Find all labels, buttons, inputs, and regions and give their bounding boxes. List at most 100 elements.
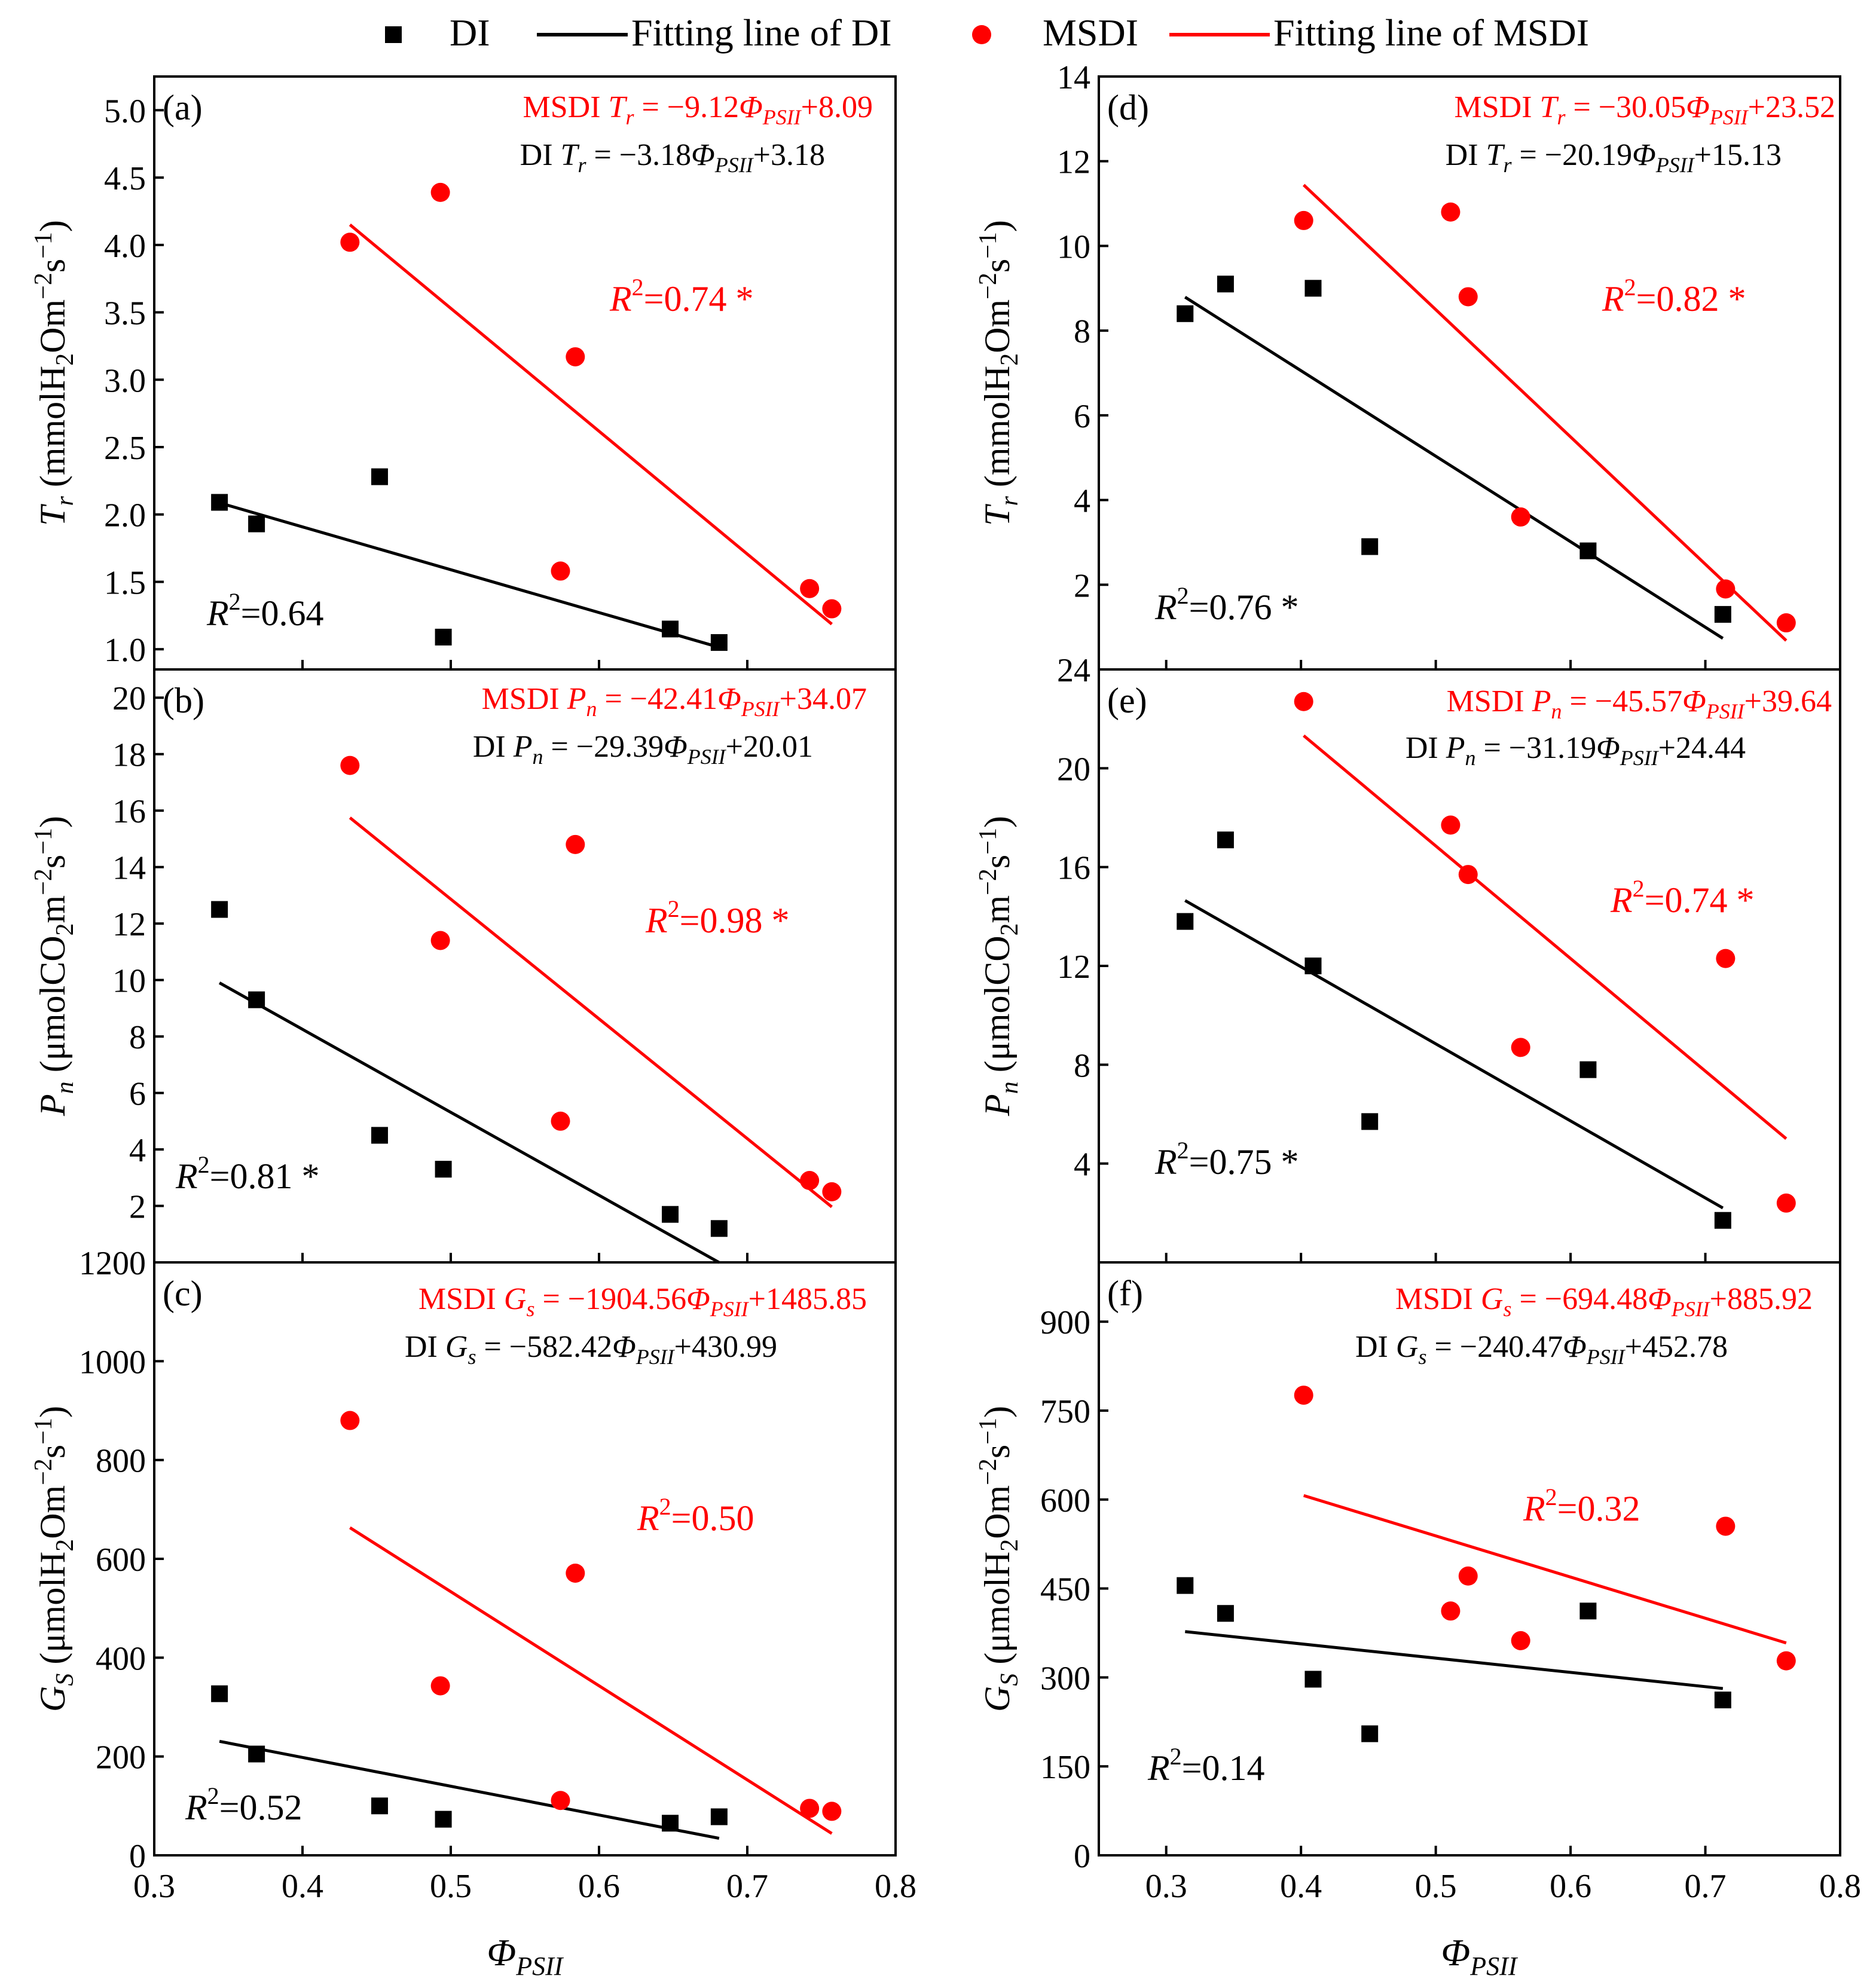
equation-pre: MSDI — [523, 90, 608, 124]
r2-sup: 2 — [659, 1493, 671, 1520]
equation-phi-sub: PSII — [1706, 699, 1746, 723]
y-tick-label: 750 — [1040, 1393, 1090, 1430]
y-tick-label: 4 — [1074, 483, 1090, 520]
equation-phi: Φ — [664, 730, 688, 764]
fit-line-msdi — [1302, 183, 1788, 642]
y-tick-label: 4 — [129, 1132, 146, 1169]
data-point-di — [1177, 1577, 1194, 1594]
equation-phi: Φ — [1632, 138, 1656, 172]
r2-sup: 2 — [1545, 1484, 1557, 1510]
equation-mid: = −29.39 — [543, 730, 664, 764]
data-point-msdi — [1511, 507, 1530, 527]
r2-var: R — [206, 594, 229, 633]
equation-var: P — [567, 682, 586, 716]
equation-var-sub: n — [586, 697, 597, 721]
equation-pre: MSDI — [418, 1282, 504, 1316]
y-axis-label-chem-sub: 2 — [51, 923, 79, 935]
r2-value: =0.76 * — [1189, 588, 1299, 627]
y-axis-label-pre: (μmolCO — [33, 935, 72, 1081]
data-point-msdi — [1441, 202, 1461, 222]
y-tick-label: 16 — [112, 793, 146, 830]
x-tick-label: 0.5 — [1415, 1868, 1457, 1905]
y-axis-label-var: P — [33, 1094, 72, 1117]
y-axis-label-sup2: −1 — [974, 232, 1002, 259]
data-point-msdi — [1716, 949, 1736, 968]
data-point-di — [1714, 1692, 1731, 1709]
x-tick-label: 0.6 — [1550, 1868, 1591, 1905]
equation-var-sub: n — [532, 745, 543, 769]
equation-mid: = −31.19 — [1475, 731, 1596, 765]
data-point-di — [1579, 1602, 1597, 1620]
equation-var-sub: s — [1503, 1297, 1511, 1321]
y-tick-label: 10 — [1057, 228, 1090, 265]
x-tick-label: 0.4 — [282, 1868, 323, 1905]
equation-var-sub: n — [1465, 746, 1475, 770]
equation-msdi: MSDI Gs = −694.48ΦPSII+885.92 — [1395, 1282, 1813, 1321]
r2-value: =0.52 — [219, 1788, 303, 1827]
y-axis-label-var-sub: r — [996, 496, 1023, 506]
equation-post: +20.01 — [726, 730, 813, 764]
y-tick-label: 5.0 — [104, 93, 146, 130]
data-point-msdi — [1441, 1601, 1461, 1621]
y-tick-label: 6 — [1074, 398, 1090, 435]
equation-pre: DI — [1446, 138, 1486, 172]
r2-annotation-di: R2=0.76 * — [1154, 582, 1299, 627]
equation-var-sub: s — [1418, 1345, 1426, 1369]
x-tick-label: 0.7 — [1685, 1868, 1727, 1905]
y-axis-label-chem-sub: 2 — [51, 1539, 79, 1552]
r2-annotation-msdi: R2=0.82 * — [1602, 274, 1746, 319]
data-point-msdi — [822, 1182, 842, 1201]
equation-di: DI Pn = −31.19ΦPSII+24.44 — [1406, 731, 1746, 770]
y-axis-label-end: ) — [977, 220, 1017, 232]
data-point-msdi — [430, 182, 450, 202]
legend-di-fit-label: Fitting line of DI — [631, 11, 892, 54]
equation-phi-sub: PSII — [1586, 1345, 1626, 1369]
fit-line-msdi — [349, 224, 833, 626]
y-axis-label-var: G — [977, 1686, 1017, 1712]
panel-a: (a)1.01.52.02.53.03.54.04.55.0Tr (mmolH2… — [30, 75, 897, 671]
equation-phi: Φ — [1563, 1330, 1587, 1364]
r2-annotation-di: R2=0.64 — [206, 588, 324, 633]
r2-annotation-msdi: R2=0.98 * — [645, 895, 790, 940]
x-tick-label: 0.7 — [726, 1868, 768, 1905]
panel-label: (d) — [1107, 88, 1149, 127]
equation-phi-sub: PSII — [714, 153, 754, 177]
y-tick-label: 800 — [96, 1443, 146, 1480]
equation-msdi: MSDI Tr = −30.05ΦPSII+23.52 — [1454, 90, 1835, 129]
panel-label: (e) — [1107, 681, 1147, 720]
equation-var-sub: r — [1557, 105, 1566, 129]
equation-msdi: MSDI Pn = −42.41ΦPSII+34.07 — [482, 682, 867, 721]
y-axis-label-sup2: −1 — [30, 828, 57, 855]
data-point-di — [662, 620, 679, 638]
fit-line-di — [218, 981, 720, 1264]
x-axis-title-right-sub: PSII — [1469, 1952, 1518, 1981]
equation-var: P — [1532, 684, 1551, 718]
data-point-msdi — [1776, 1651, 1796, 1671]
data-point-msdi — [1511, 1038, 1530, 1057]
r2-var: R — [645, 901, 668, 940]
y-tick-label: 4 — [1074, 1146, 1090, 1183]
r2-sup: 2 — [1624, 274, 1636, 301]
equation-var: T — [561, 138, 580, 172]
equation-phi-sub: PSII — [635, 1345, 676, 1369]
y-tick-label: 1200 — [79, 1245, 146, 1282]
y-axis-label-sup2: −1 — [974, 828, 1002, 855]
y-tick-label: 600 — [96, 1542, 146, 1579]
data-point-msdi — [1511, 1631, 1530, 1650]
y-tick-label: 14 — [1057, 59, 1090, 96]
data-point-di — [710, 634, 728, 651]
r2-sup: 2 — [1633, 875, 1645, 902]
legend-msdi-label: MSDI — [1043, 11, 1138, 54]
equation-post: +3.18 — [753, 138, 825, 172]
data-point-msdi — [566, 1563, 585, 1583]
data-point-msdi — [340, 756, 360, 775]
y-axis-label-var: T — [33, 504, 72, 526]
y-axis-label-post: s — [33, 855, 72, 868]
equation-var-sub: n — [1551, 699, 1562, 723]
x-axis-title-left-main: Φ — [487, 1931, 517, 1974]
equation-phi: Φ — [686, 1282, 710, 1316]
data-point-di — [710, 1220, 728, 1237]
equation-msdi: MSDI Gs = −1904.56ΦPSII+1485.85 — [418, 1282, 867, 1321]
legend-msdi-marker — [972, 25, 991, 44]
y-tick-label: 12 — [1057, 949, 1090, 986]
